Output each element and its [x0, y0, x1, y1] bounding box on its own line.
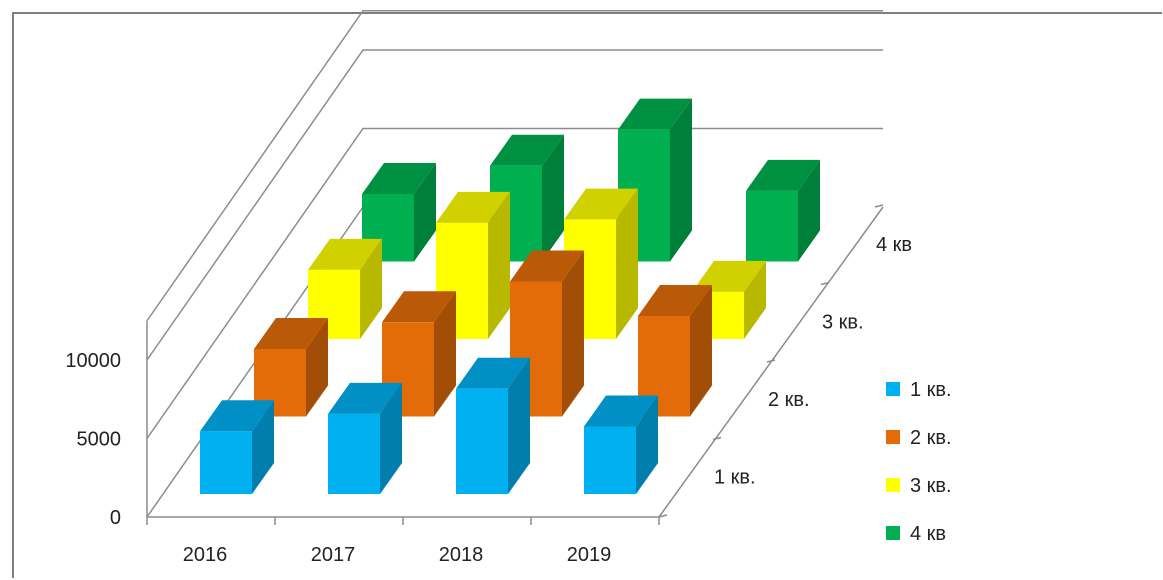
depth-tick — [874, 204, 884, 208]
bar-side — [562, 250, 584, 417]
legend-swatch — [886, 526, 900, 540]
bar-side — [744, 260, 766, 339]
depth-tick-label: 4 кв — [876, 234, 912, 256]
legend-swatch — [886, 478, 900, 492]
gridline — [146, 49, 883, 361]
bar-top — [200, 400, 274, 432]
legend-label: 3 кв. — [910, 475, 952, 497]
bar-side — [798, 159, 820, 262]
chart-frame — [12, 12, 1162, 578]
bar-side — [636, 395, 658, 494]
bar-side — [690, 285, 712, 417]
depth-tick-label: 2 кв. — [768, 389, 810, 411]
bar-side — [508, 357, 530, 494]
depth-tick-label: 1 кв. — [714, 466, 756, 488]
x-tick-label: 2017 — [311, 544, 356, 566]
bar-side — [542, 134, 564, 262]
legend-swatch — [886, 430, 900, 444]
bar-top — [564, 188, 638, 220]
bar-side — [414, 162, 436, 262]
depth-axis-line — [658, 206, 884, 518]
bar-top — [692, 260, 766, 292]
bar-top — [362, 162, 436, 194]
depth-tick — [658, 514, 668, 518]
bar-side — [434, 291, 456, 417]
x-tick-label: 2016 — [183, 544, 228, 566]
bar-top — [584, 395, 658, 427]
bar-top — [254, 317, 328, 349]
legend-label: 1 кв. — [910, 379, 952, 401]
bar-top — [382, 291, 456, 323]
bar-top — [308, 238, 382, 270]
bar-side — [360, 238, 382, 339]
bar-top — [618, 98, 692, 130]
bar-top — [456, 357, 530, 389]
bar-top — [490, 134, 564, 166]
bar — [746, 190, 798, 262]
bar-side — [670, 98, 692, 262]
depth-tick-label: 3 кв. — [822, 311, 864, 333]
bar-top — [746, 159, 820, 191]
bar-top — [510, 250, 584, 282]
bar-side — [306, 317, 328, 417]
bar — [200, 431, 252, 494]
bar — [328, 413, 380, 494]
bar — [584, 426, 636, 494]
x-tick-label: 2019 — [567, 544, 612, 566]
gridline — [146, 127, 883, 439]
bar-top — [436, 191, 510, 223]
legend-label: 2 кв. — [910, 427, 952, 449]
x-tick-label: 2018 — [439, 544, 484, 566]
legend-label: 4 кв — [910, 523, 946, 545]
bar-side — [380, 382, 402, 494]
depth-tick — [820, 281, 830, 286]
depth-tick — [712, 436, 722, 441]
gridline — [146, 10, 883, 322]
depth-tick — [766, 359, 776, 363]
bar-top — [328, 382, 402, 414]
y-tick-label: 5000 — [77, 429, 122, 451]
y-tick-label: 0 — [110, 507, 121, 529]
legend-swatch — [886, 382, 900, 396]
bar-side — [252, 400, 274, 494]
bar — [456, 388, 508, 494]
bar-side — [488, 191, 510, 339]
bar-top — [638, 285, 712, 317]
bar-side — [616, 188, 638, 339]
y-tick-label: 10000 — [65, 350, 121, 372]
